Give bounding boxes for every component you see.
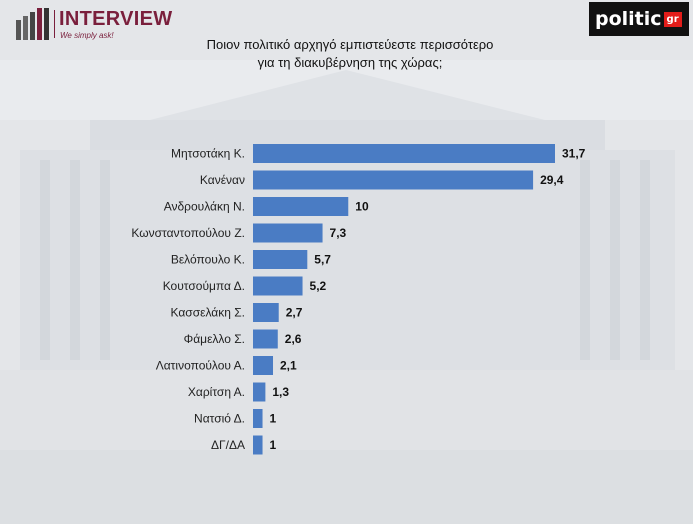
brand-tagline: We simply ask! [60,31,114,40]
bar [253,276,303,296]
value-label: 31,7 [562,147,586,161]
value-label: 29,4 [540,173,564,187]
value-label: 2,6 [285,332,302,346]
interview-logo-bars-icon [16,8,49,40]
bar [253,409,263,428]
bar [253,197,349,216]
interview-logo: INTERVIEW We simply ask! [14,6,184,42]
value-label: 5,7 [314,253,331,267]
category-label: Λατινοπούλου Α. [156,359,245,373]
bar [253,356,274,375]
category-label: Κανέναν [200,173,245,187]
value-label: 1,3 [272,385,289,399]
category-label: Κασσελάκη Σ. [171,306,245,320]
category-label: Βελόπουλο Κ. [171,253,245,267]
chart-title-line-2: για τη διακυβέρνηση της χώρας; [257,55,443,70]
value-label: 1 [270,412,277,426]
partner-main-text: politic [595,8,662,30]
category-label: Κουτσούμπα Δ. [163,279,245,293]
category-label: Νατσιό Δ. [194,412,245,426]
value-label: 10 [355,200,369,214]
chart-title: Ποιον πολιτικό αρχηγό εμπιστεύεστε περισ… [130,36,570,72]
logo-separator [54,10,55,38]
value-label: 7,3 [330,226,347,240]
value-label: 5,2 [310,279,327,293]
bar [253,144,555,163]
category-label: Κωνσταντοπούλου Ζ. [131,226,245,240]
value-label: 1 [270,438,277,452]
category-label: Φάμελλο Σ. [184,332,245,346]
partner-suffix-text: gr [663,12,682,27]
value-label: 2,1 [280,359,297,373]
bar [253,382,266,402]
value-label: 2,7 [286,306,303,320]
category-label: Ανδρουλάκη Ν. [164,200,245,214]
politic-gr-logo: politic gr [589,2,689,36]
bar [253,170,534,190]
category-label: Χαρίτση Α. [188,385,245,399]
bar [253,329,278,349]
brand-name: INTERVIEW [59,8,173,30]
bar [253,250,308,269]
bar [253,435,263,455]
chart-title-line-1: Ποιον πολιτικό αρχηγό εμπιστεύεστε περισ… [206,37,494,52]
category-label: Μητσοτάκη Κ. [171,147,245,161]
category-label: ΔΓ/ΔΑ [211,438,245,452]
bar [253,303,279,322]
bar [253,223,323,243]
